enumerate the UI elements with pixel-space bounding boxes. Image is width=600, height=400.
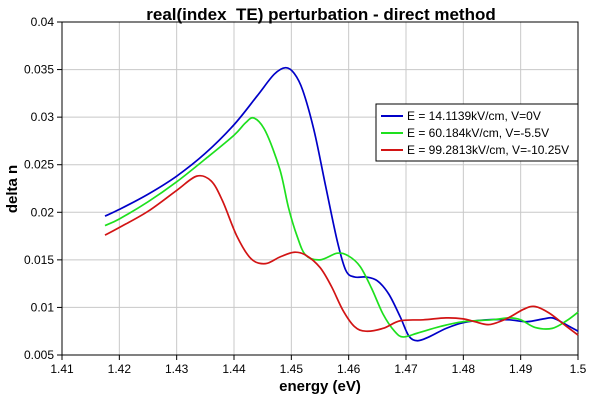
- legend-label-1: E = 14.1139kV/cm, V=0V: [407, 109, 541, 123]
- x-tick-label: 1.44: [222, 362, 246, 376]
- x-tick-label: 1.48: [452, 362, 476, 376]
- x-tick-label: 1.41: [50, 362, 74, 376]
- legend-label-2: E = 60.184kV/cm, V=-5.5V: [407, 126, 549, 140]
- grid: [61, 21, 579, 356]
- x-tick-label: 1.43: [165, 362, 189, 376]
- legend: E = 14.1139kV/cm, V=0V E = 60.184kV/cm, V…: [375, 103, 579, 162]
- series-line-3: [104, 174, 579, 336]
- legend-box: [375, 103, 579, 162]
- x-tick-label: 1.49: [509, 362, 533, 376]
- x-tick-label: 1.46: [337, 362, 361, 376]
- x-axis-ticks: 1.41 1.42 1.43 1.44 1.45 1.46 1.47 1.48 1.49 1.5: [50, 355, 587, 376]
- y-tick-label: 0.01: [31, 300, 55, 314]
- plot-frame: [61, 21, 579, 356]
- y-tick-label: 0.04: [31, 15, 55, 29]
- y-tick-label: 0.005: [24, 348, 54, 362]
- x-tick-label: 1.47: [394, 362, 418, 376]
- legend-label-3: E = 99.2813kV/cm, V=-10.25V: [407, 143, 569, 157]
- y-tick-label: 0.025: [24, 158, 54, 172]
- x-axis-label: energy (eV): [279, 378, 361, 395]
- y-axis-ticks: 0.005 0.01 0.015 0.02 0.025 0.03 0.035 0.04: [24, 15, 62, 362]
- y-tick-label: 0.02: [31, 205, 55, 219]
- series-line-1: [104, 66, 579, 342]
- y-axis-label: delta n: [4, 165, 21, 213]
- y-tick-label: 0.035: [24, 63, 54, 77]
- chart-title: real(index_TE) perturbation - direct met…: [146, 5, 496, 24]
- y-tick-label: 0.03: [31, 110, 55, 124]
- x-tick-label: 1.45: [280, 362, 304, 376]
- x-tick-label: 1.5: [570, 362, 587, 376]
- series-layer: [104, 66, 579, 342]
- x-tick-label: 1.42: [108, 362, 132, 376]
- y-tick-label: 0.015: [24, 253, 54, 267]
